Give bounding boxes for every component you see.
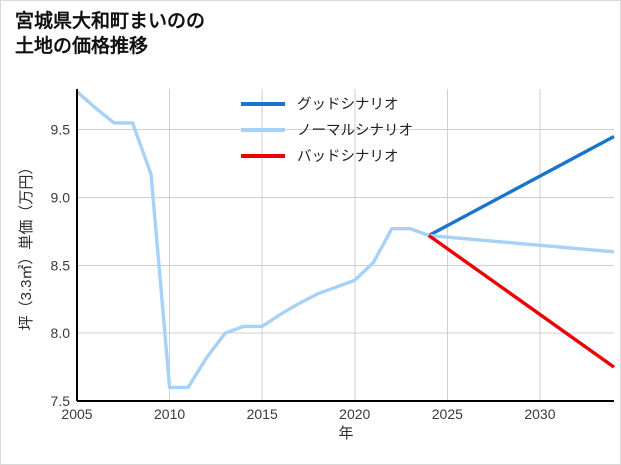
x-tick-label: 2005 [61, 406, 92, 422]
legend-label: ノーマルシナリオ [297, 123, 413, 139]
y-tick-label: 9.5 [51, 122, 71, 138]
x-tick-label: 2020 [339, 406, 370, 422]
x-tick-label: 2015 [247, 406, 278, 422]
y-tick-label: 7.5 [51, 393, 71, 409]
series-line [428, 134, 615, 237]
series-line [427, 234, 615, 369]
legend-label: グッドシナリオ [297, 96, 399, 113]
axis-spines [75, 89, 614, 403]
x-tick-label: 2010 [154, 406, 185, 422]
series-line [75, 90, 615, 390]
y-axis-title: 坪（3.3㎡）単価（万円） [18, 160, 35, 331]
y-tick-label: 8.0 [51, 325, 71, 341]
x-axis-title: 年 [338, 425, 353, 442]
x-tick-label: 2030 [524, 406, 555, 422]
y-tick-label: 8.5 [51, 257, 71, 273]
x-tick-labels: 2005 2010 2015 2020 2025 2030 [61, 406, 555, 422]
chart-title: 宮城県大和町まいのの 土地の価格推移 [15, 11, 206, 58]
x-tick-label: 2025 [432, 406, 463, 422]
y-tick-label: 9.0 [51, 190, 71, 206]
gridlines-group [77, 89, 614, 401]
legend-label: バッドシナリオ [297, 149, 399, 165]
series-group [75, 90, 615, 390]
y-tick-labels: 7.5 8.0 8.5 9.0 9.5 [51, 122, 71, 409]
